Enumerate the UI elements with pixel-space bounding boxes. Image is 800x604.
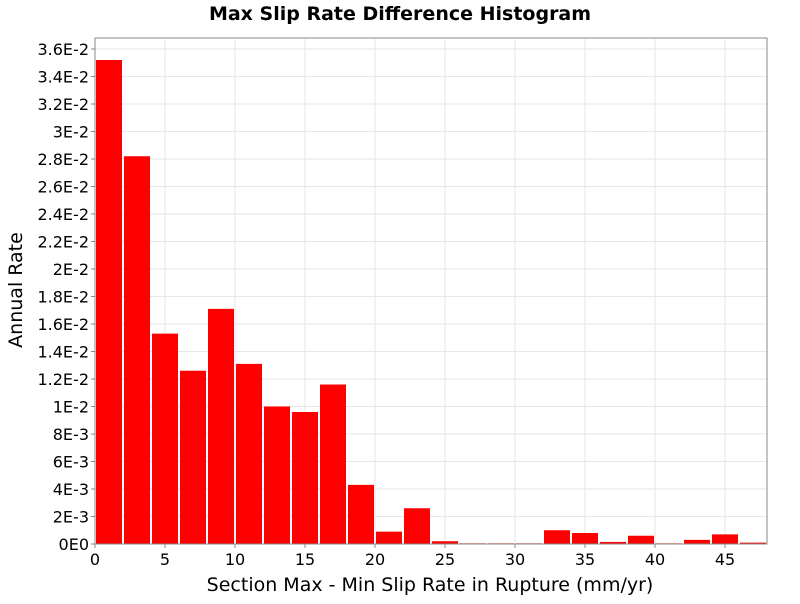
histogram-bar <box>320 384 346 544</box>
x-tick-label: 0 <box>90 550 100 569</box>
histogram-bar <box>292 412 318 544</box>
histogram-bar <box>628 535 654 544</box>
x-axis-label: Section Max - Min Slip Rate in Rupture (… <box>207 574 654 596</box>
y-tick-label: 3.2E-2 <box>37 95 89 114</box>
x-tick-label: 45 <box>715 550 735 569</box>
histogram-bar <box>544 530 570 544</box>
chart-title: Max Slip Rate Difference Histogram <box>209 3 591 25</box>
x-tick-label: 40 <box>645 550 665 569</box>
histogram-bar <box>404 508 430 544</box>
histogram-bar <box>152 333 178 544</box>
x-tick-label: 5 <box>160 550 170 569</box>
x-tick-label: 30 <box>505 550 525 569</box>
histogram-bar <box>684 539 710 544</box>
histogram-bar <box>208 308 234 544</box>
y-tick-label: 2.4E-2 <box>37 205 89 224</box>
y-tick-label: 0E0 <box>59 535 89 554</box>
histogram-bar <box>740 542 766 544</box>
histogram-bar <box>712 534 738 544</box>
y-axis-label: Annual Rate <box>5 232 27 348</box>
x-tick-label: 15 <box>295 550 315 569</box>
histogram-bar <box>96 60 122 544</box>
histogram-bar <box>376 531 402 544</box>
histogram-bar <box>572 533 598 544</box>
y-tick-label: 3.4E-2 <box>37 68 89 87</box>
y-tick-label: 4E-3 <box>53 480 89 499</box>
y-tick-label: 2.2E-2 <box>37 233 89 252</box>
y-tick-label: 1.2E-2 <box>37 370 89 389</box>
x-tick-label: 25 <box>435 550 455 569</box>
y-tick-label: 1.8E-2 <box>37 288 89 307</box>
y-tick-label: 2.8E-2 <box>37 150 89 169</box>
y-tick-label: 1.4E-2 <box>37 343 89 362</box>
bars-group <box>96 60 766 544</box>
x-tick-label: 10 <box>225 550 245 569</box>
histogram-bar <box>236 363 262 544</box>
x-tick-label: 20 <box>365 550 385 569</box>
y-tick-label: 1E-2 <box>53 398 89 417</box>
y-tick-label: 1.6E-2 <box>37 315 89 334</box>
plot-frame <box>94 37 768 545</box>
y-tick-label: 3.6E-2 <box>37 40 89 59</box>
histogram-bar <box>348 484 374 544</box>
histogram-bar <box>432 541 458 544</box>
y-tick-label: 2.6E-2 <box>37 178 89 197</box>
y-axis-ticks: 0E0 2E-3 4E-3 6E-3 8E-3 1E-2 1.2E-2 1.4E-2 1.6E-… <box>37 40 95 554</box>
x-axis-ticks: 0 5 10 15 20 25 30 35 40 45 <box>90 544 735 569</box>
y-tick-label: 2E-2 <box>53 260 89 279</box>
y-tick-label: 3E-2 <box>53 123 89 142</box>
histogram-bar <box>600 541 626 544</box>
histogram-bar <box>124 156 150 544</box>
y-tick-label: 8E-3 <box>53 425 89 444</box>
y-tick-label: 6E-3 <box>53 453 89 472</box>
histogram-bar <box>180 370 206 544</box>
x-tick-label: 35 <box>575 550 595 569</box>
histogram-bar <box>264 406 290 544</box>
y-tick-label: 2E-3 <box>53 508 89 527</box>
